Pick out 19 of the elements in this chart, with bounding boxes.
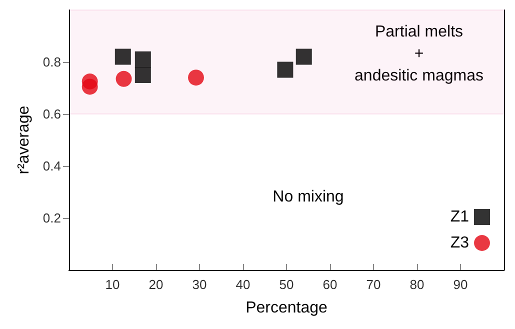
legend-label: Z3 xyxy=(450,234,470,252)
legend-label: Z1 xyxy=(450,208,470,226)
x-tick-label: 70 xyxy=(366,277,381,292)
x-tick-label: 80 xyxy=(410,277,424,292)
x-tick-label: 30 xyxy=(192,277,207,292)
band-label: Partial melts + andesitic magmas xyxy=(354,24,484,84)
x-axis-title: Percentage xyxy=(246,300,328,316)
x-tick-label: 50 xyxy=(279,277,294,292)
y-tick-label: 0.4 xyxy=(42,158,61,174)
y-tick-label: 0.8 xyxy=(42,54,61,70)
y-tick-label: 0.6 xyxy=(42,106,61,122)
x-tick-label: 20 xyxy=(148,277,164,292)
x-tick-label: 60 xyxy=(322,277,338,292)
y-tick-label: 0.2 xyxy=(42,210,61,226)
x-tick-label: 40 xyxy=(236,277,250,292)
x-tick-label: 10 xyxy=(105,277,120,292)
annotation: No mixing xyxy=(272,188,344,206)
y-axis-title: r²average xyxy=(16,106,32,174)
x-tick-label: 90 xyxy=(453,277,468,292)
